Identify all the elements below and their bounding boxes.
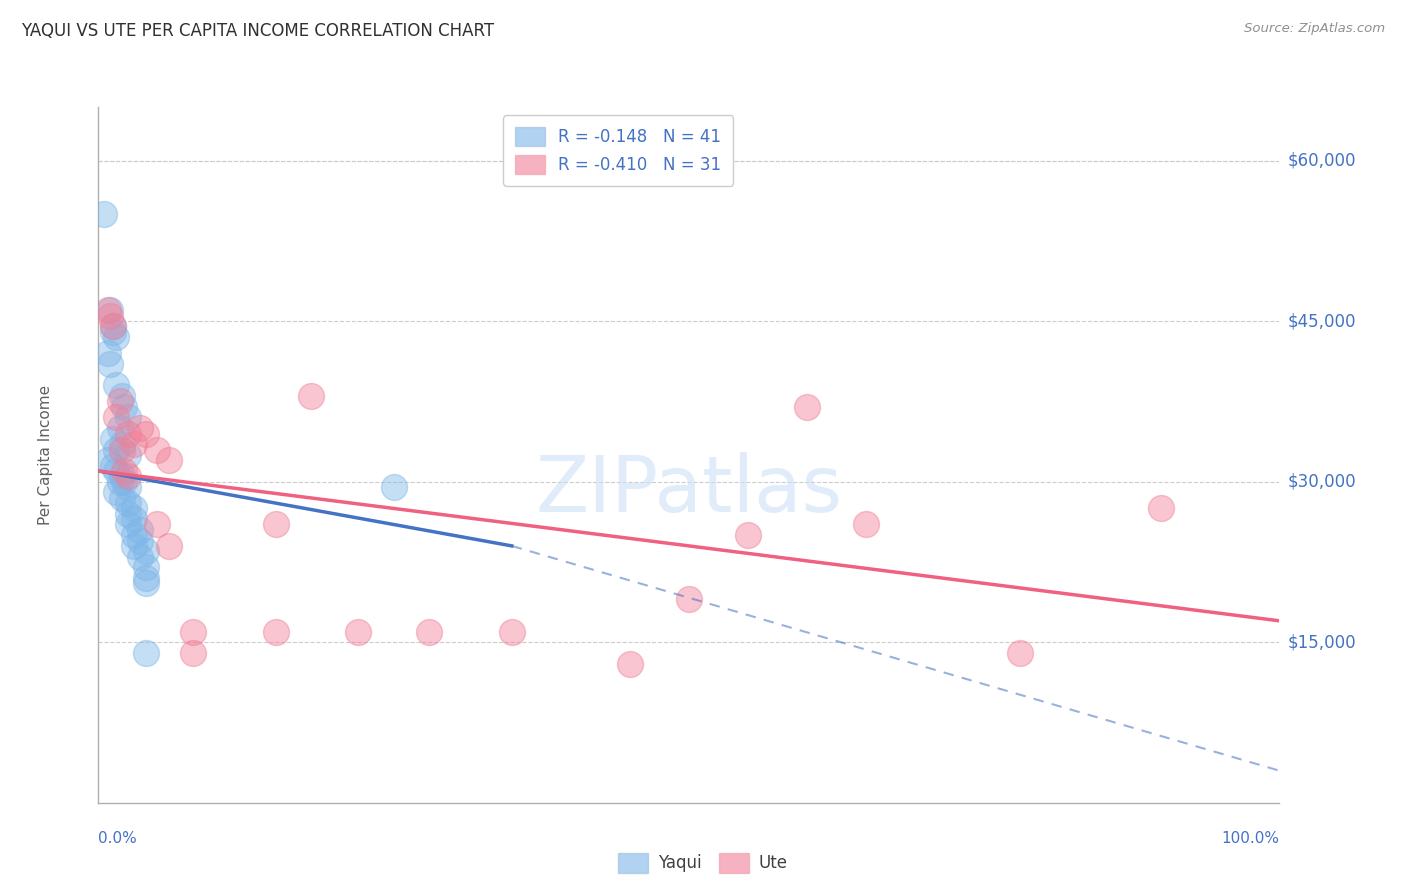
Legend: R = -0.148   N = 41, R = -0.410   N = 31: R = -0.148 N = 41, R = -0.410 N = 31 xyxy=(503,115,733,186)
Point xyxy=(128,421,150,435)
Point xyxy=(501,624,523,639)
Point xyxy=(108,475,131,489)
Point xyxy=(117,507,139,521)
Point xyxy=(264,517,287,532)
Point xyxy=(128,549,150,564)
Point xyxy=(105,330,128,344)
Point xyxy=(101,432,124,446)
Point xyxy=(128,533,150,548)
Point xyxy=(117,426,139,441)
Point xyxy=(122,539,145,553)
Point xyxy=(117,480,139,494)
Text: $45,000: $45,000 xyxy=(1288,312,1357,330)
Point xyxy=(146,442,169,457)
Point xyxy=(135,571,157,585)
Point xyxy=(97,453,120,467)
Point xyxy=(382,480,405,494)
Point xyxy=(101,458,124,473)
Point xyxy=(97,303,120,318)
Point xyxy=(105,410,128,425)
Point xyxy=(135,544,157,558)
Point xyxy=(97,346,120,360)
Point xyxy=(181,646,204,660)
Point xyxy=(737,528,759,542)
Point xyxy=(111,437,134,451)
Text: YAQUI VS UTE PER CAPITA INCOME CORRELATION CHART: YAQUI VS UTE PER CAPITA INCOME CORRELATI… xyxy=(21,22,495,40)
Point xyxy=(117,410,139,425)
Point xyxy=(112,464,135,478)
Point xyxy=(855,517,877,532)
Point xyxy=(101,319,124,334)
Point xyxy=(108,421,131,435)
Text: Source: ZipAtlas.com: Source: ZipAtlas.com xyxy=(1244,22,1385,36)
Point xyxy=(157,539,180,553)
Point xyxy=(105,378,128,392)
Point xyxy=(347,624,370,639)
Point xyxy=(796,400,818,414)
Point xyxy=(111,469,134,483)
Point xyxy=(112,400,135,414)
Point xyxy=(157,453,180,467)
Point xyxy=(418,624,440,639)
Point xyxy=(98,357,121,371)
Point xyxy=(181,624,204,639)
Point xyxy=(101,325,124,339)
Text: Per Capita Income: Per Capita Income xyxy=(38,384,53,525)
Text: 0.0%: 0.0% xyxy=(98,830,138,846)
Point xyxy=(135,576,157,591)
Point xyxy=(105,442,128,457)
Point xyxy=(117,448,139,462)
Point xyxy=(105,485,128,500)
Point xyxy=(108,394,131,409)
Point xyxy=(135,646,157,660)
Text: 100.0%: 100.0% xyxy=(1222,830,1279,846)
Text: $30,000: $30,000 xyxy=(1288,473,1357,491)
Point xyxy=(1150,501,1173,516)
Point xyxy=(98,309,121,323)
Point xyxy=(122,437,145,451)
Point xyxy=(93,207,115,221)
Point xyxy=(135,426,157,441)
Legend: Yaqui, Ute: Yaqui, Ute xyxy=(612,847,794,880)
Point xyxy=(105,464,128,478)
Point xyxy=(117,517,139,532)
Point xyxy=(678,592,700,607)
Point xyxy=(619,657,641,671)
Text: ZIPatlas: ZIPatlas xyxy=(536,451,842,528)
Point xyxy=(146,517,169,532)
Point xyxy=(299,389,322,403)
Point xyxy=(111,491,134,505)
Point xyxy=(111,389,134,403)
Point xyxy=(122,528,145,542)
Point xyxy=(122,512,145,526)
Point xyxy=(128,523,150,537)
Point xyxy=(1008,646,1031,660)
Point xyxy=(112,475,135,489)
Point xyxy=(101,319,124,334)
Point xyxy=(117,469,139,483)
Point xyxy=(98,303,121,318)
Text: $15,000: $15,000 xyxy=(1288,633,1357,651)
Text: $60,000: $60,000 xyxy=(1288,152,1357,169)
Point xyxy=(264,624,287,639)
Point xyxy=(117,496,139,510)
Point xyxy=(122,501,145,516)
Point xyxy=(111,442,134,457)
Point xyxy=(135,560,157,574)
